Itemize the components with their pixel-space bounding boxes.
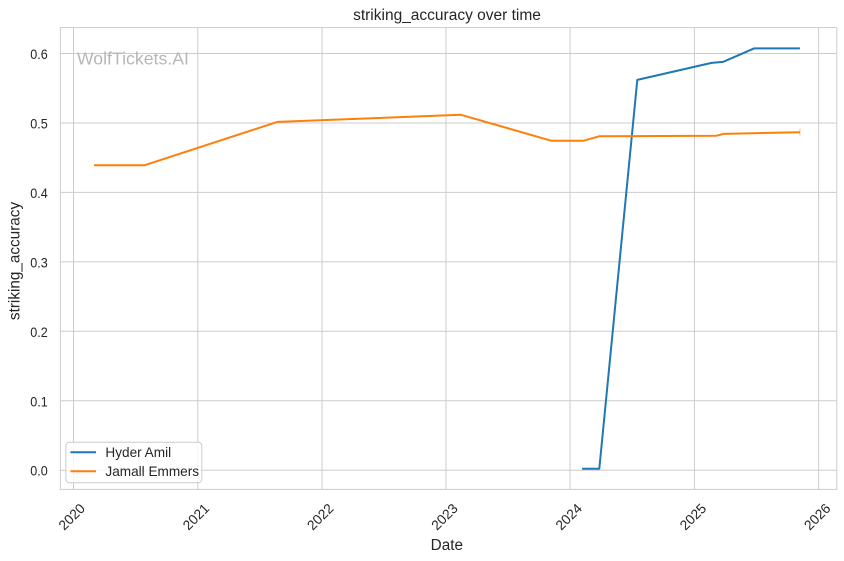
svg-text:2020: 2020 — [56, 501, 89, 534]
svg-text:WolfTickets.AI: WolfTickets.AI — [77, 49, 189, 69]
svg-text:Jamall Emmers: Jamall Emmers — [105, 464, 199, 479]
svg-text:Hyder Amil: Hyder Amil — [105, 445, 171, 460]
svg-text:0.5: 0.5 — [30, 117, 48, 132]
svg-text:2022: 2022 — [304, 501, 336, 533]
svg-text:0.4: 0.4 — [30, 186, 48, 201]
svg-text:striking_accuracy: striking_accuracy — [7, 202, 24, 321]
svg-text:2025: 2025 — [677, 501, 710, 534]
svg-text:2024: 2024 — [553, 501, 586, 534]
svg-text:0.6: 0.6 — [30, 47, 48, 62]
svg-text:2021: 2021 — [180, 501, 212, 533]
svg-text:0.3: 0.3 — [30, 255, 48, 270]
svg-text:0.2: 0.2 — [30, 325, 48, 340]
svg-text:2026: 2026 — [801, 501, 834, 534]
svg-text:striking_accuracy over time: striking_accuracy over time — [353, 7, 541, 24]
svg-text:2023: 2023 — [429, 501, 462, 534]
svg-text:0.0: 0.0 — [30, 464, 48, 479]
svg-text:Date: Date — [431, 537, 463, 554]
svg-text:0.1: 0.1 — [30, 394, 48, 409]
